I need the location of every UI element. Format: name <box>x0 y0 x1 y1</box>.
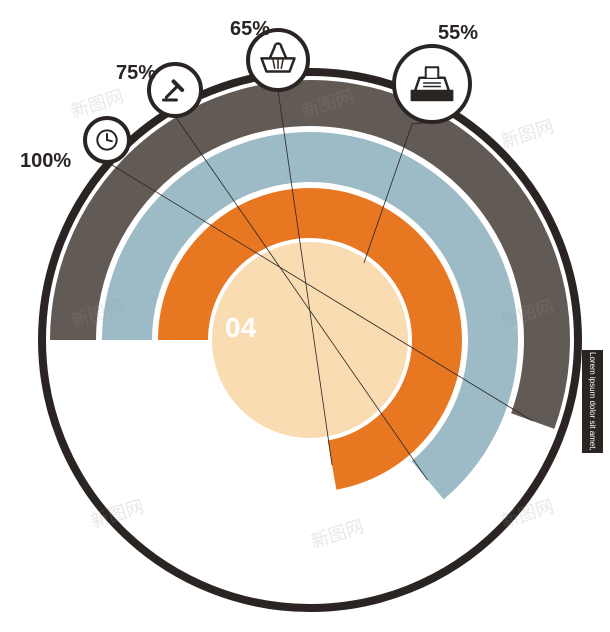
pct-label-1: 100% <box>20 150 71 173</box>
pct-label-4: 55% <box>438 22 478 45</box>
num-label-1: 01 <box>62 312 93 344</box>
num-label-2: 02 <box>116 312 147 344</box>
num-label-3: 03 <box>170 312 201 344</box>
pct-label-3: 65% <box>230 18 270 41</box>
side-caption: Lorem ipsum dolor sit amet, <box>582 350 603 453</box>
num-label-4: 04 <box>225 312 256 344</box>
register-icon <box>394 46 470 122</box>
clock-icon <box>85 118 129 162</box>
gavel-icon <box>149 64 201 116</box>
pct-label-2: 75% <box>116 62 156 85</box>
